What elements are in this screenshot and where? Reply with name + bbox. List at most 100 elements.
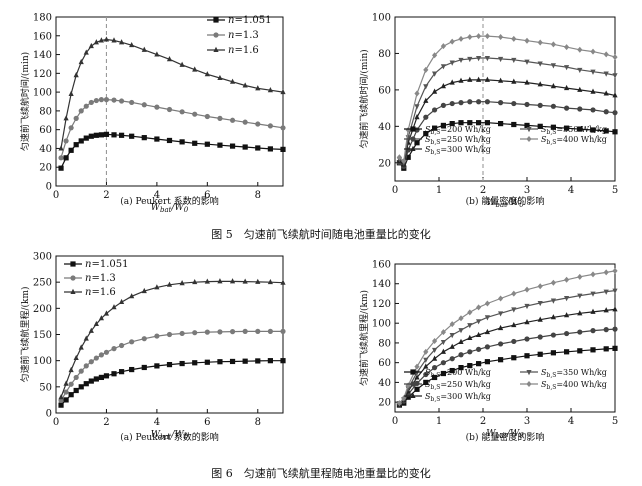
data-point bbox=[58, 165, 64, 171]
data-point bbox=[577, 67, 583, 74]
x-axis-label: Wbat/W0 bbox=[486, 429, 524, 440]
data-point bbox=[217, 359, 223, 365]
data-point bbox=[524, 286, 530, 293]
data-point bbox=[590, 291, 596, 297]
data-point bbox=[141, 287, 147, 294]
series-4 bbox=[396, 267, 618, 407]
data-point bbox=[612, 54, 618, 61]
data-point bbox=[603, 128, 609, 134]
data-point bbox=[511, 321, 517, 328]
data-point bbox=[511, 35, 517, 42]
data-point bbox=[449, 356, 455, 362]
legend-marker bbox=[410, 392, 416, 398]
data-point bbox=[129, 41, 135, 48]
data-point bbox=[603, 51, 609, 58]
data-point bbox=[73, 354, 79, 361]
data-point bbox=[423, 97, 429, 103]
data-point bbox=[449, 321, 455, 328]
data-point bbox=[550, 314, 556, 320]
data-point bbox=[192, 278, 198, 285]
data-point bbox=[98, 352, 104, 358]
y-tick-label: 80 bbox=[39, 106, 52, 117]
data-point bbox=[423, 66, 429, 73]
data-point bbox=[63, 397, 69, 403]
y-tick-label: 20 bbox=[39, 163, 52, 174]
data-point bbox=[476, 304, 482, 311]
data-point bbox=[423, 371, 429, 378]
y-tick-label: 250 bbox=[33, 278, 52, 289]
data-point bbox=[88, 99, 94, 106]
data-point bbox=[577, 46, 583, 53]
data-point bbox=[423, 131, 429, 137]
data-point bbox=[564, 349, 570, 355]
data-point bbox=[83, 335, 89, 341]
data-point bbox=[154, 333, 160, 339]
data-point bbox=[603, 269, 609, 276]
data-point bbox=[458, 120, 464, 126]
data-point bbox=[414, 104, 420, 110]
data-point bbox=[476, 56, 482, 62]
y-tick-label: 180 bbox=[33, 13, 52, 24]
data-point bbox=[458, 57, 464, 64]
data-point bbox=[423, 114, 429, 120]
data-point bbox=[229, 278, 236, 284]
data-point bbox=[603, 289, 609, 295]
data-point bbox=[577, 86, 583, 92]
y-tick-label: 80 bbox=[378, 49, 391, 60]
data-point bbox=[550, 279, 556, 286]
data-point bbox=[103, 310, 110, 316]
data-point bbox=[498, 121, 504, 127]
data-point bbox=[414, 386, 420, 392]
series-1 bbox=[58, 97, 286, 161]
data-point bbox=[242, 278, 248, 284]
data-point bbox=[93, 97, 99, 104]
data-point bbox=[511, 100, 517, 107]
data-point bbox=[414, 140, 420, 146]
series-line bbox=[399, 79, 616, 166]
legend-label: n=1.6 bbox=[228, 45, 259, 56]
data-point bbox=[179, 330, 185, 337]
data-point bbox=[217, 74, 223, 81]
data-point bbox=[467, 349, 473, 355]
legend-marker bbox=[410, 136, 416, 142]
data-point bbox=[524, 303, 530, 310]
data-point bbox=[280, 146, 286, 152]
data-point bbox=[166, 331, 173, 338]
data-point bbox=[511, 290, 517, 297]
data-point bbox=[154, 363, 160, 369]
data-point bbox=[484, 315, 490, 321]
data-point bbox=[432, 125, 438, 131]
legend-label: Sb,S=350 Wh/kg bbox=[541, 125, 607, 136]
data-point bbox=[118, 39, 125, 45]
data-point bbox=[590, 127, 596, 133]
data-point bbox=[603, 71, 609, 77]
x-tick-label: 4 bbox=[154, 417, 160, 428]
data-point bbox=[440, 370, 446, 377]
series-2 bbox=[58, 278, 286, 400]
y-tick-label: 20 bbox=[378, 398, 391, 409]
data-point bbox=[511, 121, 517, 128]
legend-label: n=1.3 bbox=[228, 30, 259, 41]
data-point bbox=[267, 328, 273, 334]
data-point bbox=[111, 346, 117, 352]
data-point bbox=[537, 316, 543, 322]
data-point bbox=[432, 374, 438, 381]
chart-endurance-range-peukert: 0 2 4 6 8 0 50 100 150 200 250 300 Wbat/W0 匀速前飞续航里程/(… bbox=[19, 252, 286, 443]
data-point bbox=[118, 132, 125, 138]
legend-label: Sb,S=350 Wh/kg bbox=[541, 368, 607, 379]
data-point bbox=[141, 336, 147, 342]
data-point bbox=[612, 326, 618, 332]
legend-label: Sb,S=250 Wh/kg bbox=[425, 380, 491, 391]
data-point bbox=[467, 120, 473, 126]
data-point bbox=[83, 135, 89, 141]
data-point bbox=[83, 103, 89, 109]
y-tick-label: 200 bbox=[33, 304, 52, 315]
data-point bbox=[467, 323, 473, 329]
data-point bbox=[242, 358, 248, 364]
data-point bbox=[78, 368, 84, 374]
data-point bbox=[68, 392, 74, 398]
data-point bbox=[524, 101, 530, 108]
y-tick-label: 160 bbox=[372, 260, 391, 271]
y-tick-label: 40 bbox=[378, 378, 391, 389]
data-point bbox=[590, 328, 596, 334]
